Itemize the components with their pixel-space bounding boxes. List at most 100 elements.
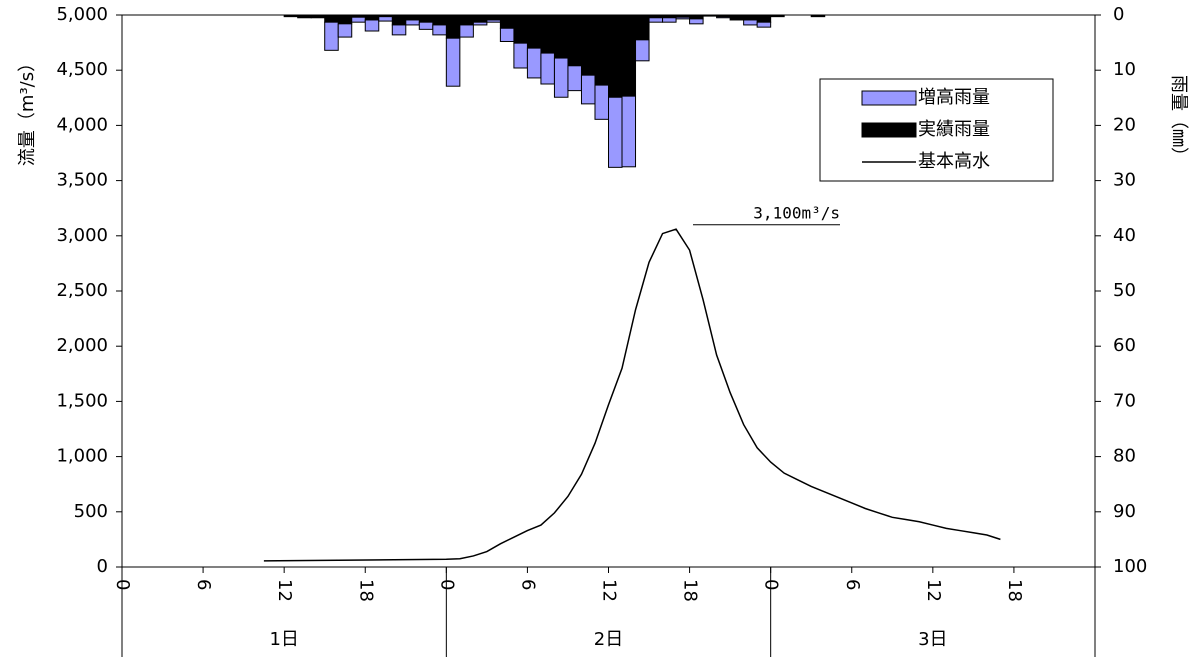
rain-bar [472, 14, 488, 23]
legend-swatch [861, 90, 917, 106]
rain-bar [324, 14, 339, 23]
y2-tick-label: 0 [1113, 4, 1124, 25]
rain-bar [405, 14, 420, 21]
y2-tick-label: 50 [1113, 280, 1136, 301]
legend-label: 増高雨量 [918, 87, 990, 108]
y2-axis-label: 雨量（㎜） [1168, 75, 1189, 165]
rain-bar [648, 17, 664, 23]
rain-bar [459, 14, 474, 26]
x-tick-label: 6 [842, 579, 863, 590]
rain-bar [621, 95, 637, 168]
day-label: 3日 [918, 629, 947, 650]
x-tick-label: 12 [923, 579, 944, 602]
y-tick-label: 3,500 [56, 170, 108, 191]
x-tick-label: 6 [517, 579, 538, 590]
rain-bar [513, 14, 528, 44]
y2-tick-label: 100 [1113, 556, 1147, 577]
legend-label: 実績雨量 [918, 119, 990, 140]
rain-bar [351, 16, 366, 23]
rain-bar [729, 14, 745, 21]
rain-bar [378, 16, 393, 22]
y2-tick-label: 40 [1113, 225, 1136, 246]
annotation-text: 3,100m³/s [753, 203, 840, 222]
rain-bar [756, 21, 772, 28]
rain-bar [689, 14, 704, 20]
y-tick-label: 3,000 [56, 225, 108, 246]
rain-bar [689, 18, 704, 25]
rain-bar [743, 14, 758, 21]
rain-bar [418, 21, 434, 30]
y-tick-label: 2,500 [56, 280, 108, 301]
y2-tick-label: 10 [1113, 59, 1136, 80]
rain-bar [526, 47, 542, 79]
y2-tick-label: 20 [1113, 114, 1136, 135]
y2-tick-label: 60 [1113, 335, 1136, 356]
y-tick-label: 2,000 [56, 335, 108, 356]
legend-box [819, 78, 1054, 182]
rain-bar [445, 14, 461, 39]
y-tick-label: 0 [97, 556, 108, 577]
rain-bar [472, 21, 488, 26]
rain-bar [567, 14, 582, 67]
rain-bar [675, 16, 691, 20]
rain-bar [459, 24, 474, 38]
rain-bar [364, 19, 380, 32]
rain-bar [432, 14, 447, 26]
rain-bar [486, 19, 501, 23]
day-label: 1日 [269, 629, 298, 650]
plot-frame [121, 14, 1096, 568]
x-tick-label: 18 [680, 579, 701, 602]
rain-bar [580, 14, 596, 76]
rain-bar [513, 42, 528, 69]
y2-tick-label: 70 [1113, 390, 1136, 411]
y2-tick-label: 30 [1113, 170, 1136, 191]
y2-tick-label: 90 [1113, 501, 1136, 522]
y-tick-label: 1,500 [56, 390, 108, 411]
x-tick-label: 18 [355, 579, 376, 602]
y-tick-label: 4,500 [56, 59, 108, 80]
rain-bar [445, 37, 461, 87]
rain-bar [553, 14, 569, 59]
rain-bar [391, 24, 407, 36]
rain-bar [337, 23, 353, 38]
rain-bar [324, 21, 339, 51]
rain-bar [756, 14, 772, 23]
x-tick-label: 18 [1004, 579, 1025, 602]
legend-label: 基本高水 [918, 151, 990, 172]
rain-bar [608, 14, 623, 98]
rain-bar [499, 14, 515, 29]
rain-bar [594, 14, 609, 86]
rain-bar [594, 84, 609, 120]
rain-bar [621, 14, 637, 97]
rain-bar [540, 52, 555, 85]
rain-bar [635, 39, 650, 62]
rain-bar [608, 96, 623, 168]
rain-bar [418, 14, 434, 23]
y-tick-label: 4,000 [56, 114, 108, 135]
rain-bar [567, 65, 582, 92]
y-tick-label: 500 [74, 501, 108, 522]
y2-tick-label: 80 [1113, 446, 1136, 467]
rain-bar [580, 74, 596, 105]
rain-bar [553, 57, 569, 98]
rain-bar [526, 14, 542, 49]
legend-swatch [861, 122, 917, 138]
rain-bar [391, 14, 407, 26]
x-tick-label: 12 [274, 579, 295, 602]
flow-line [263, 228, 1001, 562]
rain-bar [405, 19, 420, 26]
rain-bar [432, 24, 447, 36]
day-label: 2日 [594, 629, 623, 650]
x-tick-label: 6 [193, 579, 214, 590]
rain-bar [486, 14, 501, 21]
rain-bar [635, 14, 650, 41]
rain-bar [540, 14, 555, 54]
x-tick-label: 12 [599, 579, 620, 602]
rain-bar [716, 16, 731, 19]
rain-bar [743, 19, 758, 26]
rain-bar [662, 17, 677, 23]
rain-bar [364, 14, 380, 21]
y-tick-label: 1,000 [56, 446, 108, 467]
y-tick-label: 5,000 [56, 4, 108, 25]
rain-bar [499, 27, 515, 42]
